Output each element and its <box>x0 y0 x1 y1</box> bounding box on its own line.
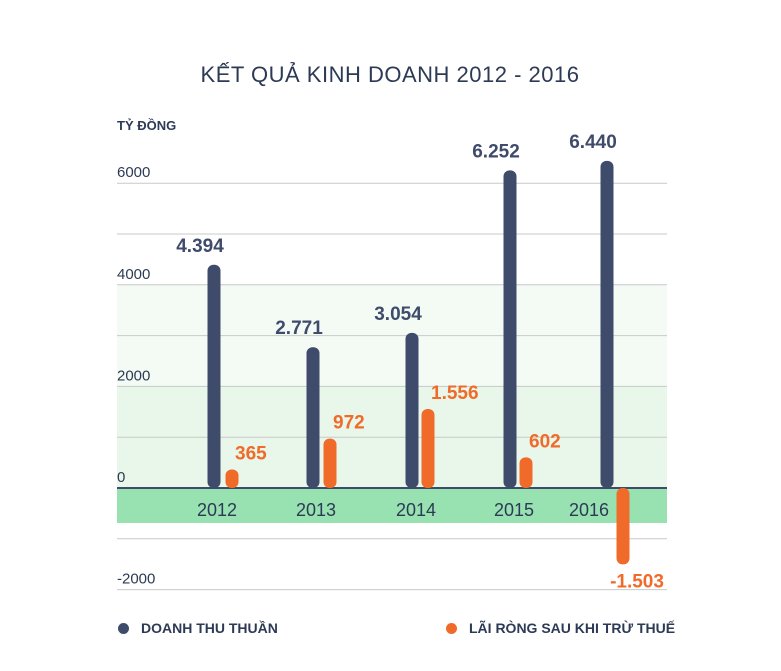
legend-revenue-dot-icon <box>118 622 129 634</box>
net-profit-data-label: -1.503 <box>610 571 664 592</box>
revenue-bar <box>207 264 221 488</box>
y-axis-unit-label: TỶ ĐỒNG <box>117 118 176 133</box>
net-profit-bar <box>519 457 533 488</box>
x-tick-label: 2013 <box>296 500 336 520</box>
revenue-bar <box>600 160 614 488</box>
net-profit-data-label: 365 <box>235 443 267 464</box>
legend-net-profit-dot-icon <box>446 622 457 634</box>
x-tick-label: 2014 <box>396 500 436 520</box>
revenue-data-label: 3.054 <box>374 304 422 325</box>
y-tick-label: 6000 <box>117 164 150 181</box>
x-tick-label: 2016 <box>569 500 609 520</box>
net-profit-bar <box>323 438 337 488</box>
zero-axis-band <box>117 488 667 523</box>
legend-revenue: DOANH THU THUẦN <box>118 620 278 636</box>
y-tick-label: 2000 <box>117 367 150 384</box>
revenue-data-label: 6.252 <box>472 141 520 162</box>
legend-revenue-label: DOANH THU THUẦN <box>141 620 278 636</box>
y-tick-label: 4000 <box>117 266 150 283</box>
revenue-data-label: 2.771 <box>275 318 323 339</box>
x-tick-label: 2012 <box>197 500 237 520</box>
legend-net-profit-label: LÃI RÒNG SAU KHI TRỪ THUẾ <box>469 620 676 636</box>
net-profit-bar <box>421 408 435 488</box>
revenue-bar <box>405 332 419 488</box>
revenue-bar <box>306 347 320 488</box>
y-tick-label: -2000 <box>117 571 155 588</box>
revenue-data-label: 6.440 <box>569 132 617 153</box>
y-tick-label: 0 <box>117 469 125 486</box>
x-tick-label: 2015 <box>494 500 534 520</box>
legend-net-profit: LÃI RÒNG SAU KHI TRỪ THUẾ <box>446 620 675 636</box>
revenue-data-label: 4.394 <box>176 236 224 257</box>
chart-title: KẾT QUẢ KINH DOANH 2012 - 2016 <box>201 62 580 87</box>
net-profit-bar <box>225 469 239 488</box>
net-profit-data-label: 602 <box>529 431 561 452</box>
net-profit-data-label: 972 <box>333 413 365 434</box>
revenue-bar <box>503 170 517 488</box>
net-profit-bar <box>616 488 630 565</box>
net-profit-data-label: 1.556 <box>431 383 479 404</box>
